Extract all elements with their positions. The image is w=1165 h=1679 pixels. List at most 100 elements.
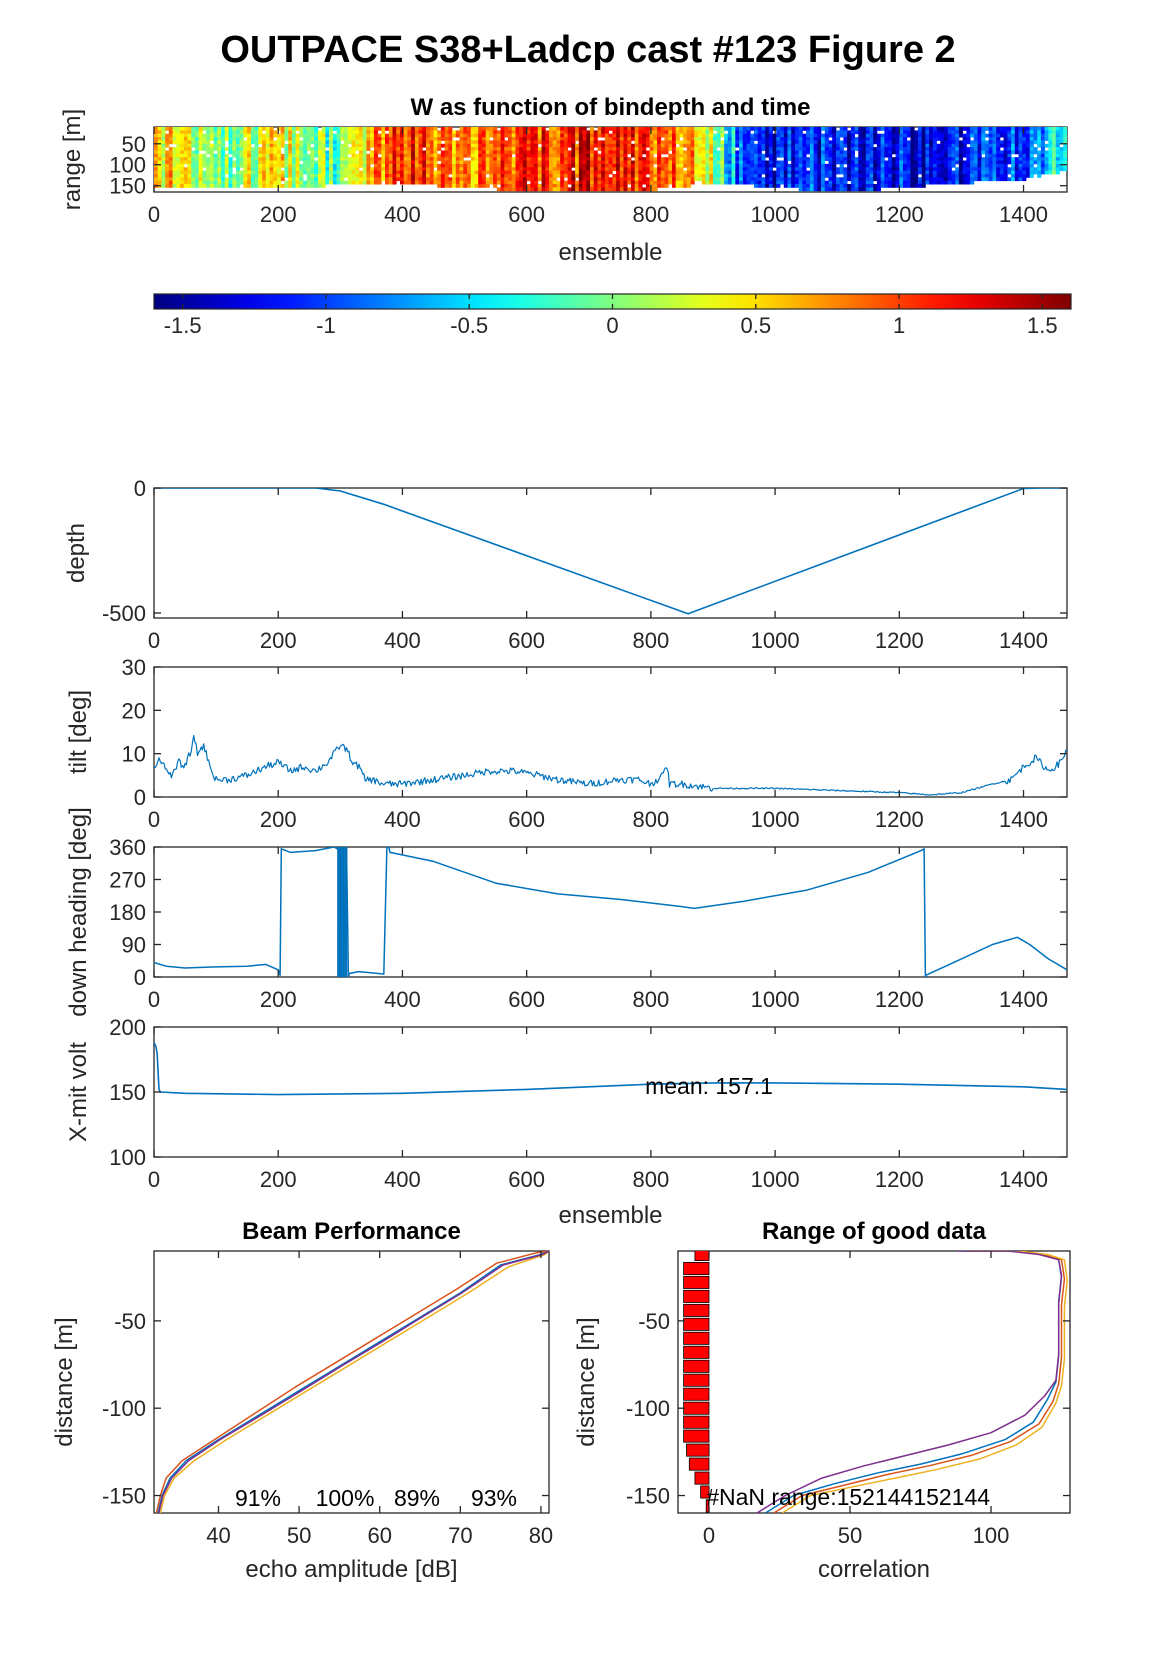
w-cell [1022,153,1027,158]
w-cell [858,160,863,165]
w-cell [522,130,527,135]
w-cell [396,130,401,135]
w-cell [563,127,568,131]
w-cell [250,163,255,168]
w-cell [921,127,926,131]
w-cell [217,127,222,131]
w-cell [575,143,580,148]
w-cell [474,150,479,155]
w-cell [388,133,393,138]
w-cell [299,184,304,188]
w-cell [761,180,766,185]
w-cell [366,147,371,151]
w-cell [996,140,1001,145]
w-cell [962,167,967,172]
w-cell [631,130,636,135]
w-cell [534,180,539,185]
beam_panel-ytick-label: -100 [102,1396,146,1421]
w-cell [999,167,1004,172]
w-cell [970,140,975,145]
w-cell [388,160,393,165]
w-cell [701,133,706,138]
w-cell [705,127,710,131]
w-cell [899,160,904,165]
w-cell [183,177,188,182]
w-cell [478,130,483,135]
w-cell [917,167,922,172]
w-cell [463,184,468,188]
w-cell [198,153,203,158]
w-cell [228,180,233,185]
w-cell [165,137,170,141]
w-cell [288,157,293,161]
w-cell [869,150,874,155]
w-cell [817,130,822,135]
w-cell [303,180,308,185]
w-cell [191,177,196,182]
w-cell [843,157,848,161]
w-cell [865,163,870,168]
w-cell [187,153,192,158]
w-cell [914,157,919,161]
w-cell [686,133,691,138]
w-cell [213,147,218,151]
w-cell [426,127,431,131]
w-cell [608,133,613,138]
w-cell [824,187,829,192]
w-cell [903,130,908,135]
w-cell [754,167,759,172]
w-cell [854,163,859,168]
w-cell [459,143,464,148]
w-cell [772,137,777,141]
w-cell [888,160,893,165]
w-cell [839,160,844,165]
xmit_panel-xtick-label: 1000 [751,1167,800,1192]
w-cell [858,153,863,158]
w-cell [698,137,703,141]
w-cell [996,153,1001,158]
w-cell [556,174,561,178]
w-cell [832,160,837,165]
w-cell [370,180,375,185]
heading_panel-ylabel: down heading [deg] [65,807,92,1017]
w-cell [869,157,874,161]
w-cell [884,150,889,155]
w-cell [962,143,967,148]
w-cell [746,157,751,161]
w-cell [426,174,431,178]
w-cell [847,137,852,141]
w-cell [727,140,732,145]
w-cell [534,137,539,141]
w-cell [448,177,453,182]
w-cell [836,187,841,192]
correlation-line-3 [781,1251,1068,1513]
w-cell [713,174,718,178]
w-cell [239,130,244,135]
w-cell [340,167,345,172]
w-cell [232,177,237,182]
w-cell [355,127,360,131]
w-cell [657,130,662,135]
w-cell [247,143,252,148]
w-cell [433,133,438,138]
w-cell [824,140,829,145]
w-cell [1063,167,1067,172]
w-cell [970,147,975,151]
w-cell [437,180,442,185]
w-cell [314,130,319,135]
w-cell [224,163,229,168]
w-cell [321,177,326,182]
w-cell [686,174,691,178]
w-cell [429,140,434,145]
w-cell [854,180,859,185]
w-cell [649,153,654,158]
w-cell [645,177,650,182]
w-cell [563,180,568,185]
w-cell [832,130,837,135]
w-cell [616,163,621,168]
w-cell [612,184,617,188]
w-cell [377,177,382,182]
w-cell [642,187,647,192]
w-cell [515,147,520,151]
w-cell [258,174,263,178]
